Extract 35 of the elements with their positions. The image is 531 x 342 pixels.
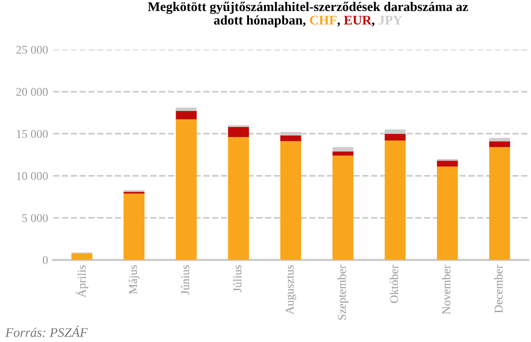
x-tick-label: December bbox=[494, 264, 503, 313]
x-tick-label: Június bbox=[180, 265, 190, 295]
bar bbox=[384, 134, 406, 140]
x-tick-label: Augusztus bbox=[286, 265, 296, 315]
bar bbox=[71, 253, 92, 260]
x-tick-label: November bbox=[442, 264, 450, 314]
y-tick-label: 10 000 bbox=[16, 172, 48, 180]
bar bbox=[489, 141, 510, 148]
bar bbox=[489, 147, 510, 260]
x-tick-label: Május bbox=[128, 265, 140, 294]
bar bbox=[280, 135, 302, 142]
y-tick-label: 0 bbox=[42, 256, 48, 264]
bar bbox=[280, 141, 302, 260]
bar bbox=[489, 138, 510, 142]
bar bbox=[332, 156, 354, 260]
bar bbox=[436, 160, 458, 167]
x-tick-label: Szeptember bbox=[338, 264, 348, 320]
x-tick-label: Október bbox=[390, 264, 398, 303]
x-tick-label: Április bbox=[76, 265, 88, 298]
text: Forrás: PSZÁF bbox=[5, 326, 88, 338]
bar bbox=[228, 126, 249, 138]
bar bbox=[228, 137, 249, 260]
y-tick-label: 25 000 bbox=[16, 46, 48, 54]
bar bbox=[124, 193, 144, 260]
y-tick-label: 20 000 bbox=[16, 88, 48, 96]
y-tick-label: 15 000 bbox=[16, 130, 48, 138]
bar bbox=[176, 119, 197, 260]
bar bbox=[176, 108, 197, 112]
bar bbox=[176, 111, 197, 120]
bar bbox=[436, 166, 458, 260]
bar bbox=[332, 147, 354, 152]
bar bbox=[332, 151, 354, 156]
y-tick-label: 5 000 bbox=[22, 214, 48, 222]
bar bbox=[384, 140, 406, 260]
x-tick-label: Július bbox=[233, 265, 242, 292]
